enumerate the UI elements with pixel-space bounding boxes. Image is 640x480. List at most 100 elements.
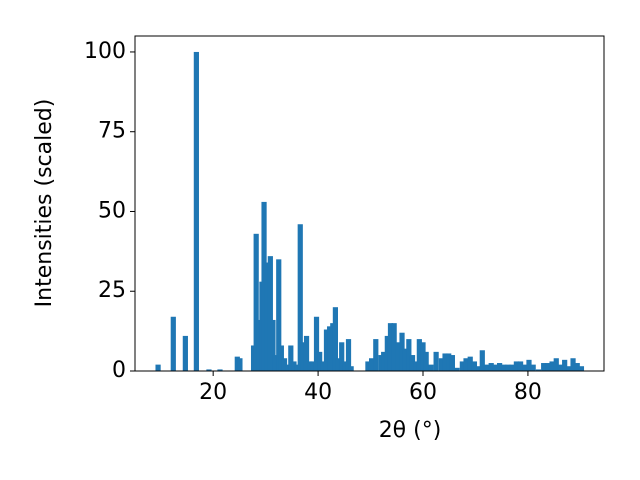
bar [313,316,320,371]
bar [291,361,297,371]
bar [413,361,419,371]
bar [420,342,426,371]
bar [310,361,316,371]
x-tick-label: 20 [199,380,227,405]
bar [517,361,524,371]
bar [342,361,348,371]
bar [509,364,515,371]
bar [513,361,519,371]
bar [553,358,559,371]
bar [497,363,503,371]
bar [488,363,494,371]
bar [373,339,379,371]
bar [387,323,394,371]
bar [320,361,326,371]
bar [423,351,429,371]
bar [327,326,333,371]
bar [250,345,257,371]
bar [570,358,576,371]
plot-frame [134,35,605,372]
bar [526,359,532,371]
bar [476,366,482,371]
bar [278,345,284,371]
bar [253,233,259,371]
x-tick-label: 40 [304,380,332,405]
bar [170,316,176,371]
bar [549,361,555,371]
bar [272,355,279,371]
bar [300,342,306,371]
bar [345,339,352,371]
bar [261,201,267,371]
bar [339,342,345,371]
y-tick-label: 100 [84,39,126,64]
bar [297,224,303,371]
bar [446,353,452,371]
y-axis-label: Intensities (scaled) [32,99,57,308]
bar [501,364,507,371]
bar [545,363,551,371]
bar [433,351,439,371]
bar [256,319,262,371]
bar [234,356,240,371]
bar [574,363,580,371]
bar [237,358,243,371]
bar [217,369,223,371]
bar [530,364,536,371]
y-tick-label: 25 [98,278,126,303]
bar [505,364,511,371]
bar [467,356,473,371]
bar [365,361,371,371]
bar [535,369,542,371]
bar [307,361,313,371]
bar [193,51,199,371]
bar [409,355,416,371]
bar [182,335,188,371]
bar [206,369,212,371]
bar [399,332,405,371]
bar [492,364,499,371]
bar [281,358,288,371]
bar [335,358,342,371]
bar [541,363,547,371]
bar [395,342,401,371]
bar [330,323,336,371]
x-axis-label: 2θ (°) [379,418,442,443]
bar [270,319,276,371]
bar [378,355,384,371]
bar [459,361,465,371]
bar [155,364,161,371]
bar [402,348,408,371]
bar [566,366,572,371]
bar [578,366,585,371]
x-tick-label: 80 [514,380,542,405]
y-tick-label: 0 [112,358,126,383]
bar [438,358,444,371]
bar [484,364,490,371]
bar [442,353,448,371]
bar [471,361,478,371]
bar [522,364,528,371]
bar [288,345,294,371]
bar [449,355,455,371]
bar [454,367,460,371]
bar [368,358,375,371]
bar [317,351,323,371]
bar [381,351,387,371]
bar [416,339,422,371]
bar [557,364,564,371]
bar [276,259,282,371]
y-tick-label: 75 [98,119,126,144]
bar [562,359,568,371]
bar [384,335,390,371]
bar [285,364,291,371]
bar [332,307,339,371]
y-tick-label: 50 [98,198,126,223]
bar [391,323,397,371]
bar [463,358,469,371]
x-tick-label: 60 [409,380,437,405]
bar [479,350,485,371]
bar [406,339,412,371]
bar [303,335,310,371]
bar [294,364,300,371]
